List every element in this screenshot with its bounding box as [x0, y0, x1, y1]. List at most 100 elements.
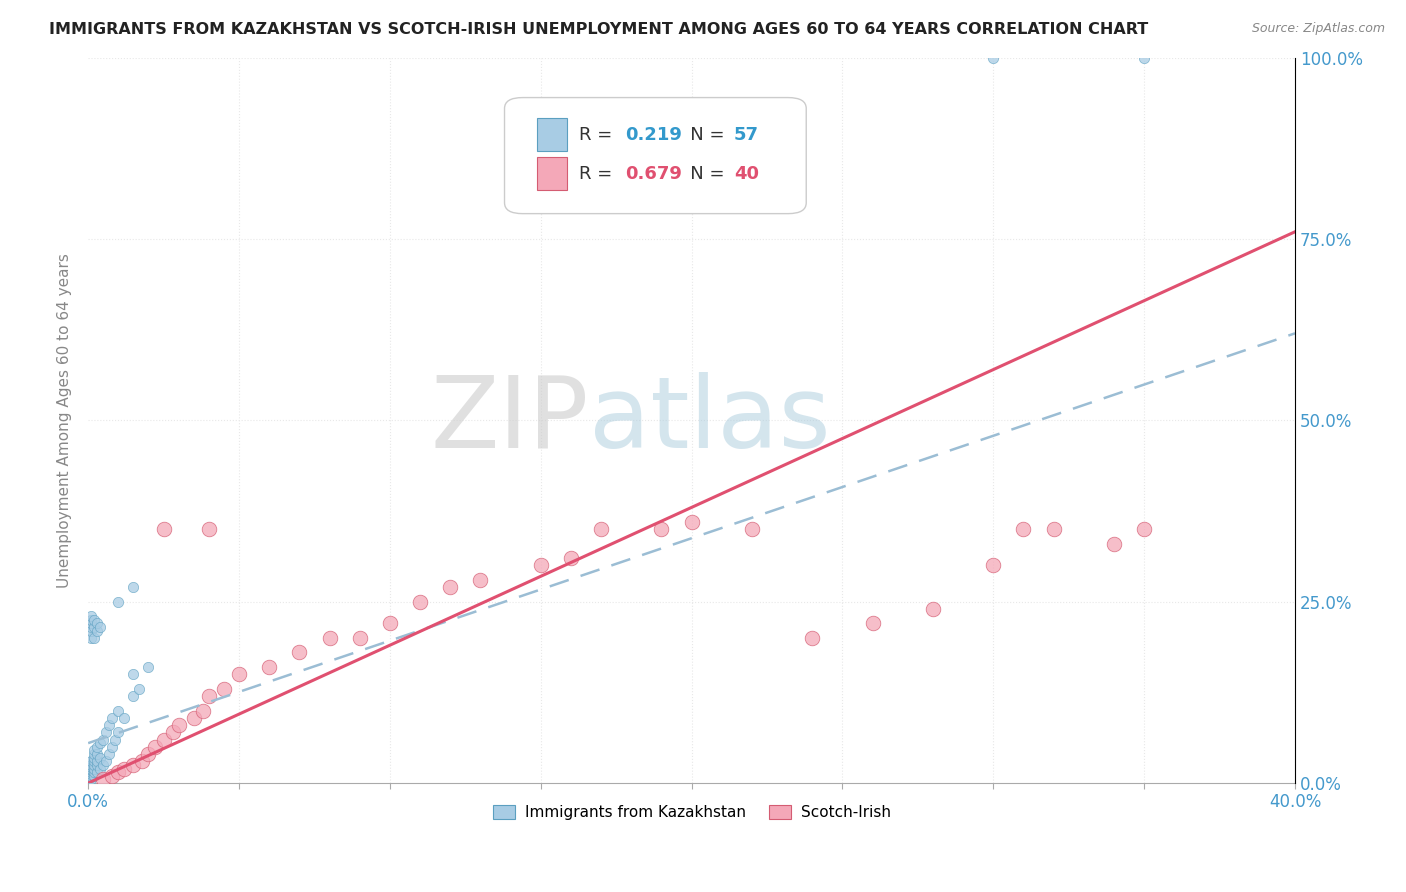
Point — [80, 624, 103, 638]
Point — [122, 758, 145, 772]
Point — [96, 725, 118, 739]
Point — [191, 704, 214, 718]
Text: 0.679: 0.679 — [626, 165, 682, 183]
Point — [650, 522, 672, 536]
Point — [89, 762, 111, 776]
Point — [198, 522, 221, 536]
Point — [80, 609, 103, 624]
Point — [83, 631, 105, 645]
Point — [91, 758, 114, 772]
FancyBboxPatch shape — [537, 157, 567, 190]
Point — [89, 750, 111, 764]
Text: 40: 40 — [734, 165, 759, 183]
Point — [107, 765, 129, 780]
Point — [1133, 522, 1156, 536]
Point — [80, 620, 103, 634]
Text: N =: N = — [673, 126, 731, 144]
Point — [83, 613, 105, 627]
Point — [80, 762, 103, 776]
Point — [560, 551, 582, 566]
Point — [83, 750, 105, 764]
Point — [107, 704, 129, 718]
Point — [288, 645, 311, 659]
Point — [80, 631, 103, 645]
Point — [681, 515, 703, 529]
Point — [530, 558, 553, 573]
FancyBboxPatch shape — [537, 118, 567, 151]
FancyBboxPatch shape — [505, 97, 806, 213]
Point — [86, 624, 108, 638]
Text: 57: 57 — [734, 126, 759, 144]
Point — [80, 763, 103, 777]
Point — [101, 769, 124, 783]
Point — [107, 725, 129, 739]
Point — [83, 743, 105, 757]
Point — [86, 616, 108, 631]
Point — [801, 631, 824, 645]
Point — [91, 772, 114, 787]
Point — [101, 739, 124, 754]
Point — [80, 765, 103, 780]
Legend: Immigrants from Kazakhstan, Scotch-Irish: Immigrants from Kazakhstan, Scotch-Irish — [486, 799, 897, 826]
Text: R =: R = — [579, 165, 619, 183]
Point — [83, 758, 105, 772]
Point — [122, 689, 145, 703]
Point — [183, 711, 205, 725]
Point — [80, 760, 103, 774]
Point — [86, 747, 108, 761]
Point — [91, 732, 114, 747]
Point — [80, 754, 103, 768]
Point — [83, 754, 105, 768]
Point — [152, 732, 174, 747]
Point — [98, 718, 121, 732]
Y-axis label: Unemployment Among Ages 60 to 64 years: Unemployment Among Ages 60 to 64 years — [58, 253, 72, 588]
Point — [86, 758, 108, 772]
Point — [83, 747, 105, 761]
Text: IMMIGRANTS FROM KAZAKHSTAN VS SCOTCH-IRISH UNEMPLOYMENT AMONG AGES 60 TO 64 YEAR: IMMIGRANTS FROM KAZAKHSTAN VS SCOTCH-IRI… — [49, 22, 1149, 37]
Point — [80, 613, 103, 627]
Point — [112, 711, 135, 725]
Point — [1102, 536, 1125, 550]
Point — [86, 765, 108, 780]
Point — [1133, 51, 1156, 65]
Point — [107, 595, 129, 609]
Point — [80, 772, 103, 787]
Point — [80, 767, 103, 781]
Point — [80, 770, 103, 784]
Point — [80, 769, 103, 783]
Point — [86, 754, 108, 768]
Point — [349, 631, 371, 645]
Point — [228, 667, 250, 681]
Point — [378, 616, 401, 631]
Point — [83, 769, 105, 783]
Point — [83, 765, 105, 780]
Point — [80, 616, 103, 631]
Point — [409, 595, 432, 609]
Point — [131, 754, 153, 768]
Point — [257, 660, 280, 674]
Point — [167, 718, 190, 732]
Point — [98, 747, 121, 761]
Text: N =: N = — [673, 165, 731, 183]
Point — [198, 689, 221, 703]
Point — [86, 739, 108, 754]
Point — [122, 667, 145, 681]
Point — [439, 580, 461, 594]
Point — [143, 739, 166, 754]
Point — [981, 558, 1004, 573]
Point — [83, 762, 105, 776]
Point — [318, 631, 340, 645]
Point — [162, 725, 184, 739]
Point — [470, 573, 492, 587]
Point — [96, 754, 118, 768]
Text: R =: R = — [579, 126, 619, 144]
Point — [112, 762, 135, 776]
Point — [152, 522, 174, 536]
Point — [212, 681, 235, 696]
Point — [128, 681, 150, 696]
Point — [1012, 522, 1035, 536]
Point — [89, 736, 111, 750]
Point — [89, 620, 111, 634]
Point — [591, 522, 613, 536]
Point — [138, 660, 160, 674]
